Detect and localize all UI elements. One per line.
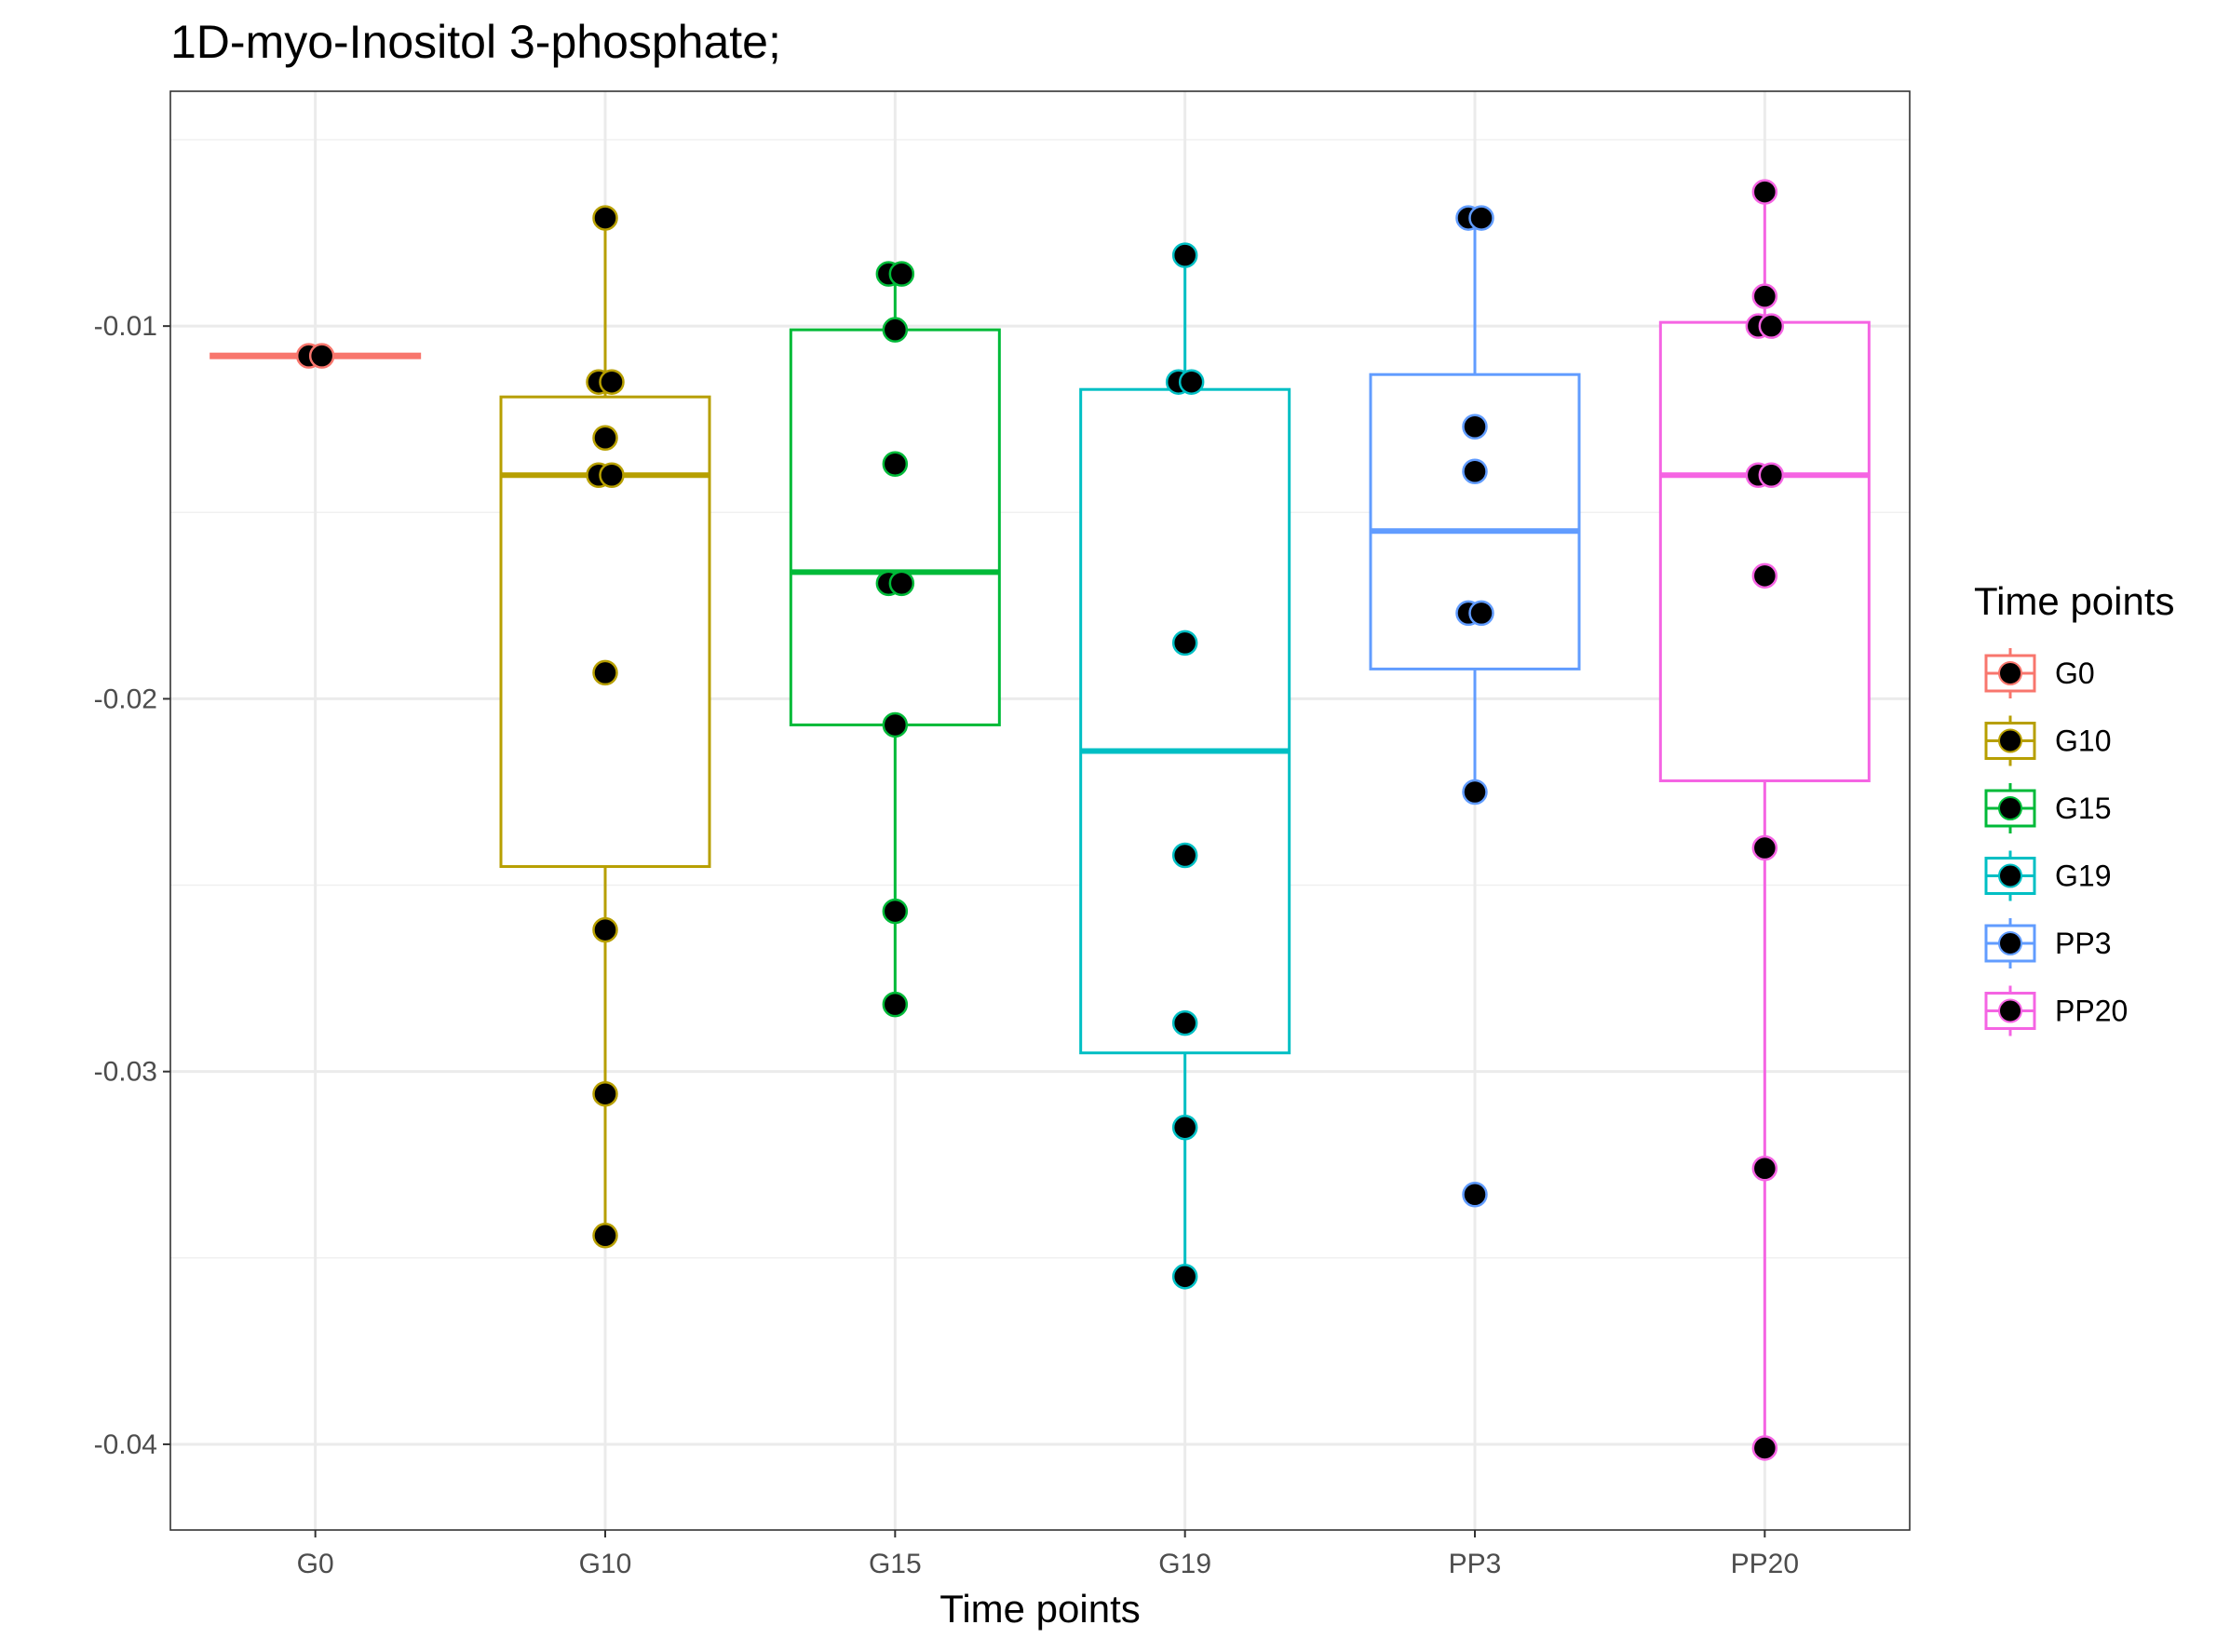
x-tick-label: G15	[869, 1549, 922, 1579]
point-G10	[592, 659, 618, 686]
box-body	[1658, 320, 1871, 782]
point-PP20	[1758, 462, 1785, 489]
point-PP3	[1462, 458, 1488, 485]
point-G19	[1171, 242, 1198, 268]
legend-label: G19	[2055, 860, 2111, 893]
point-G15	[882, 898, 909, 925]
box-G19	[1079, 255, 1291, 1277]
x-axis-title: Time points	[939, 1587, 1141, 1631]
point-PP20	[1758, 313, 1785, 339]
legend-key-point	[1998, 998, 2022, 1023]
legend-label: PP20	[2055, 995, 2128, 1028]
y-tick-label: -0.01	[94, 311, 157, 342]
legend-items: G0 G10 G15 G19 PP3 PP20	[1984, 648, 2128, 1036]
point-G19	[1171, 1009, 1198, 1036]
point-G15	[882, 711, 909, 738]
legend-item-G0: G0	[1984, 648, 2095, 698]
point-PP3	[1462, 413, 1488, 440]
point-G15	[882, 317, 909, 343]
legend-title: Time points	[1974, 579, 2175, 623]
legend-key-point	[1998, 863, 2022, 888]
point-PP3	[1468, 205, 1494, 231]
point-PP20	[1751, 179, 1778, 205]
legend-item-G19: G19	[1984, 850, 2111, 901]
point-G0	[308, 343, 335, 369]
point-PP3	[1462, 1182, 1488, 1208]
x-tick-label: PP3	[1449, 1549, 1502, 1579]
data-points	[295, 179, 1785, 1461]
box-G15	[789, 274, 1001, 1005]
plot-panel-background	[170, 91, 1910, 1530]
legend-key-point	[1998, 931, 2022, 955]
x-tick-label: PP20	[1731, 1549, 1799, 1579]
chart-title: 1D-myo-Inositol 3-phosphate;	[170, 16, 781, 68]
x-axis-ticks: G0 G10 G15 G19 PP3 PP20	[297, 1530, 1799, 1579]
point-PP3	[1468, 600, 1494, 627]
point-G15	[888, 570, 915, 597]
legend-item-G10: G10	[1984, 715, 2111, 766]
point-PP20	[1751, 834, 1778, 861]
legend-label: PP3	[2055, 927, 2111, 960]
y-tick-label: -0.04	[94, 1429, 157, 1460]
point-G19	[1171, 630, 1198, 657]
point-PP20	[1751, 1435, 1778, 1461]
gridlines	[170, 91, 1910, 1530]
x-tick-label: G0	[297, 1549, 334, 1579]
legend-key-point	[1998, 728, 2022, 753]
point-G15	[882, 451, 909, 478]
box-PP20	[1658, 192, 1871, 1448]
plot-panel-border	[169, 90, 1911, 1531]
x-tick-label: G19	[1158, 1549, 1211, 1579]
legend-key-point	[1998, 661, 2022, 685]
legend-key-point	[1998, 796, 2022, 820]
point-G19	[1178, 369, 1205, 395]
legend: Time points G0 G10 G15 G19 PP3 PP20	[1974, 579, 2175, 1036]
legend-item-PP20: PP20	[1984, 985, 2128, 1036]
x-tick-label: G10	[579, 1549, 632, 1579]
point-PP20	[1751, 1155, 1778, 1182]
legend-item-PP3: PP3	[1984, 918, 2111, 968]
point-G10	[592, 1223, 618, 1249]
point-G15	[882, 991, 909, 1018]
point-G19	[1171, 1114, 1198, 1141]
point-G15	[888, 261, 915, 287]
point-G19	[1171, 842, 1198, 869]
y-tick-label: -0.02	[94, 684, 157, 714]
point-G10	[592, 916, 618, 943]
point-G10	[592, 1080, 618, 1107]
box-body	[1079, 387, 1291, 1055]
y-axis-ticks: -0.01 -0.02 -0.03 -0.04	[94, 311, 170, 1460]
point-PP3	[1462, 779, 1488, 806]
legend-label: G10	[2055, 724, 2111, 758]
point-G10	[592, 425, 618, 451]
point-PP20	[1751, 283, 1778, 309]
y-tick-label: -0.03	[94, 1057, 157, 1088]
legend-label: G15	[2055, 792, 2111, 825]
point-PP20	[1751, 562, 1778, 589]
point-G10	[592, 205, 618, 231]
legend-item-G15: G15	[1984, 783, 2111, 833]
point-G19	[1171, 1264, 1198, 1290]
box-body	[789, 328, 1001, 726]
legend-label: G0	[2055, 657, 2095, 690]
point-G10	[599, 462, 625, 489]
point-G10	[599, 369, 625, 395]
